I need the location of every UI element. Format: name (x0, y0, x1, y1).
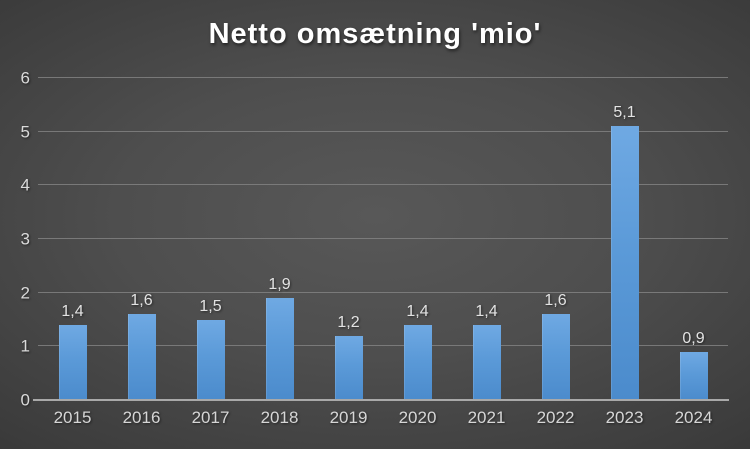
y-axis: 0 1 2 3 4 5 6 (0, 70, 30, 409)
bar-column: 1,6 (521, 78, 590, 400)
y-tick-label: 2 (20, 283, 30, 303)
bar-value-label: 5,1 (613, 104, 636, 122)
y-tick-label: 4 (20, 175, 30, 195)
gridline (38, 291, 728, 293)
gridline (38, 77, 728, 78)
gridline (38, 130, 728, 132)
bar-column: 5,1 (590, 78, 659, 400)
gridline (38, 184, 728, 186)
x-axis-line (33, 399, 729, 401)
bar-value-label: 1,4 (61, 302, 84, 320)
bar-value-label: 1,6 (544, 292, 567, 310)
bar-value-label: 1,6 (130, 292, 153, 310)
x-tick-label: 2024 (674, 408, 713, 427)
x-tick-label: 2022 (536, 408, 575, 427)
x-tick-label: 2018 (260, 408, 299, 427)
bar-value-label: 1,4 (406, 302, 429, 320)
y-tick-label: 5 (20, 122, 30, 142)
x-tick-label: 2019 (329, 408, 368, 427)
bar (403, 324, 432, 400)
bar (196, 319, 225, 400)
plot-area: 1,4 1,6 1,5 1,9 1,2 1,4 1,4 1,6 5,1 0,9 (33, 77, 729, 401)
bar-column: 1,4 (452, 78, 521, 400)
bar-column: 1,9 (245, 78, 314, 400)
bar-value-label: 1,2 (337, 313, 360, 331)
y-tick-label: 3 (20, 229, 30, 249)
bar (58, 324, 87, 400)
x-tick-label: 2020 (398, 408, 437, 427)
bar (610, 126, 639, 400)
bar-value-label: 1,9 (268, 276, 291, 294)
bar-column: 1,5 (176, 78, 245, 400)
x-axis: 2015 2016 2017 2018 2019 2020 2021 2022 2023 2024 (38, 408, 728, 428)
bar (127, 314, 156, 400)
x-tick-label: 2023 (605, 408, 644, 427)
bar (679, 351, 708, 400)
bar (265, 298, 294, 400)
bar-value-label: 1,4 (475, 302, 498, 320)
x-tick-label: 2021 (467, 408, 506, 427)
gridline (38, 345, 728, 347)
y-tick-label: 1 (20, 336, 30, 356)
x-tick-label: 2017 (191, 408, 230, 427)
bar-column: 1,4 (38, 78, 107, 400)
bar (334, 335, 363, 400)
bar-value-label: 1,5 (199, 297, 222, 315)
x-tick-label: 2016 (122, 408, 161, 427)
bar (472, 324, 501, 400)
chart-title: Netto omsætning 'mio' (208, 18, 542, 50)
bar-column: 1,6 (107, 78, 176, 400)
bar-column: 0,9 (659, 78, 728, 400)
bar-column: 1,4 (383, 78, 452, 400)
bar-column: 1,2 (314, 78, 383, 400)
y-tick-label: 6 (20, 68, 30, 88)
bar (541, 314, 570, 400)
y-tick-label: 0 (20, 390, 30, 410)
bar-value-label: 0,9 (682, 329, 705, 347)
bars-row: 1,4 1,6 1,5 1,9 1,2 1,4 1,4 1,6 5,1 0,9 (38, 78, 728, 400)
x-tick-label: 2015 (53, 408, 92, 427)
gridline (38, 238, 728, 239)
